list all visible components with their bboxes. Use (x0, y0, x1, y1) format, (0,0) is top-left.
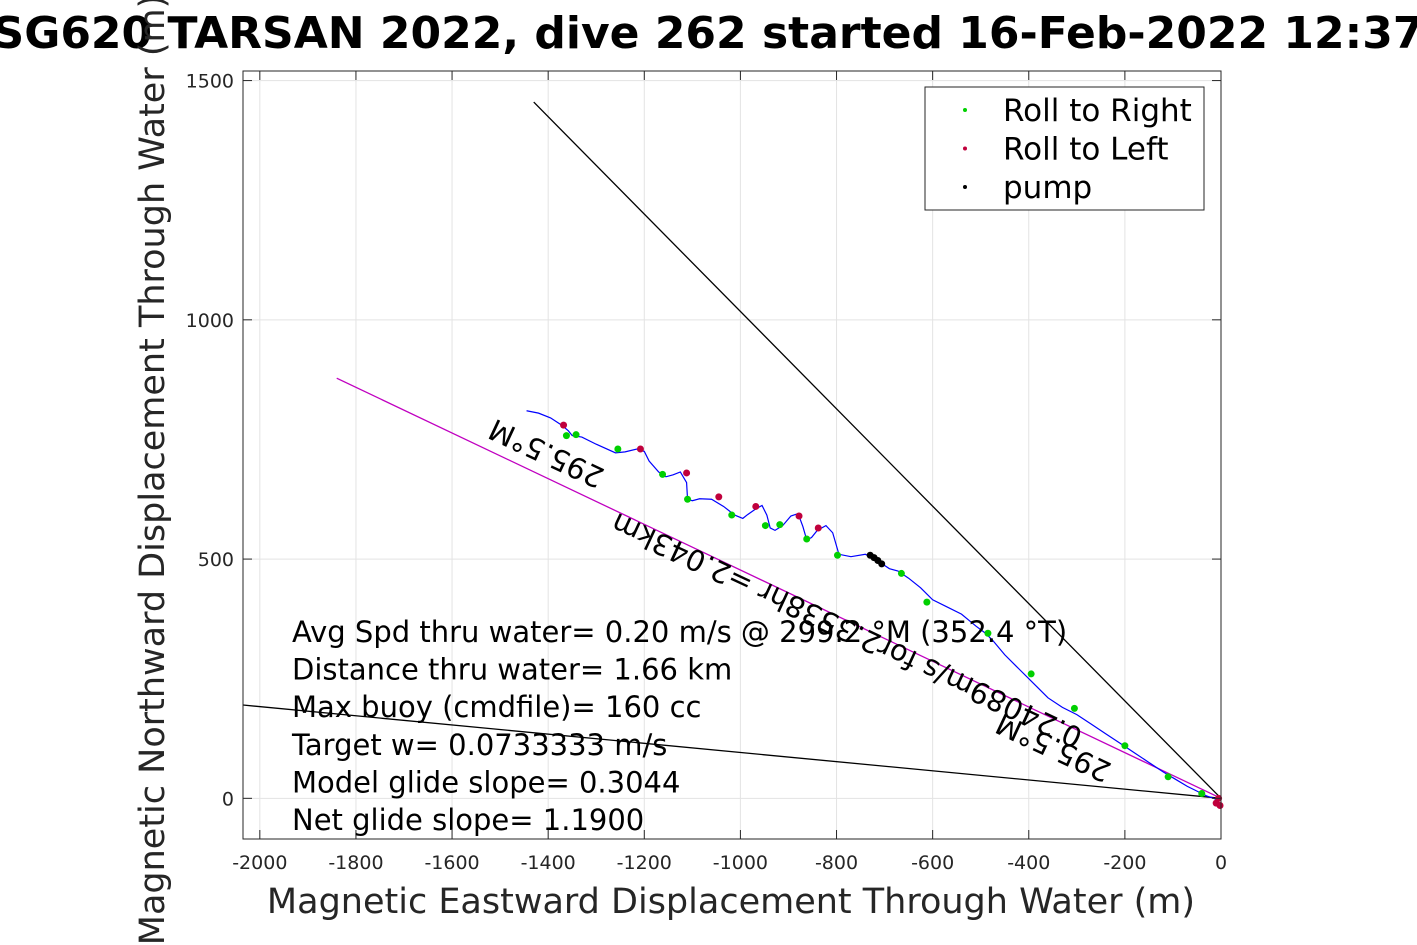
roll-right-marker (684, 495, 692, 503)
roll-right-marker (1027, 670, 1035, 678)
legend-label: Roll to Right (1003, 93, 1192, 129)
roll-right-marker (572, 431, 580, 439)
roll-left-marker (1216, 802, 1224, 810)
roll-left-marker (636, 445, 644, 453)
x-tick-label: -600 (911, 852, 954, 874)
roll-right-marker (659, 470, 667, 478)
roll-left-marker (814, 524, 822, 532)
x-axis-label: Magnetic Eastward Displacement Through W… (267, 882, 1195, 922)
y-tick-label: 1000 (186, 310, 234, 332)
y-tick-label: 1500 (186, 71, 234, 93)
roll-left-marker (560, 421, 568, 429)
x-tick-label: -1200 (617, 852, 672, 874)
x-tick-label: -1000 (713, 852, 768, 874)
legend-marker (963, 146, 967, 151)
track-line (526, 410, 1222, 802)
roll-left-marker (715, 493, 723, 501)
y-axis-label: Magnetic Northward Displacement Through … (133, 0, 173, 945)
roll-left-marker (683, 469, 691, 477)
x-tick-label: -200 (1103, 852, 1146, 874)
reference-line (336, 377, 1222, 799)
axes: -2000 -1800 -1600 -1400 -1200 -1000 -800 -600 -4… (186, 70, 1227, 874)
stat-line: Max buoy (cmdfile)= 160 cc (292, 690, 701, 724)
heading-annotation: 295.5°M (484, 412, 609, 495)
x-tick-label: -400 (1007, 852, 1050, 874)
stat-line: Target w= 0.0733333 m/s (291, 728, 667, 762)
roll-right-marker (803, 535, 811, 543)
chart-title: SG620 TARSAN 2022, dive 262 started 16-F… (0, 8, 1417, 59)
roll-right-marker (776, 521, 784, 529)
stat-line: Distance thru water= 1.66 km (292, 653, 732, 687)
track (526, 410, 1222, 802)
stat-line: Net glide slope= 1.1900 (292, 803, 644, 837)
roll-right-marker (923, 598, 931, 606)
stats-text: Avg Spd thru water= 0.20 m/s @ 299.2 °M … (291, 615, 1067, 837)
roll-right-marker (728, 511, 736, 519)
roll-right-marker (833, 551, 841, 559)
reference-line (533, 101, 1222, 799)
roll-left-marker (752, 502, 760, 510)
legend-marker (963, 108, 967, 112)
x-tick-label: -1400 (521, 852, 576, 874)
legend-label: pump (1003, 170, 1092, 206)
roll-right-marker (562, 432, 570, 440)
roll-right-marker (984, 629, 992, 637)
roll-right-marker (761, 522, 769, 530)
plot-frame (242, 70, 1222, 840)
legend-marker (963, 185, 967, 189)
markers (560, 421, 1224, 810)
reference-line (242, 704, 1222, 799)
x-tick-label: -800 (815, 852, 858, 874)
roll-left-marker (795, 512, 803, 520)
stat-line: Avg Spd thru water= 0.20 m/s @ 299.2 °M … (292, 615, 1067, 649)
roll-right-marker (614, 445, 622, 453)
reference-lines (242, 101, 1222, 799)
x-tick-label: 0 (1215, 852, 1227, 874)
x-tick-label: -2000 (232, 852, 287, 874)
legend-box (924, 86, 1205, 211)
roll-right-marker (1164, 773, 1172, 781)
roll-right-marker (897, 569, 905, 577)
y-tick-label: 500 (198, 549, 234, 571)
legend-label: Roll to Left (1003, 132, 1169, 168)
pump-marker (878, 560, 886, 568)
stat-line: Model glide slope= 0.3044 (292, 765, 680, 799)
y-tick-label: 0 (222, 788, 234, 810)
x-tick-label: -1800 (328, 852, 383, 874)
x-tick-label: -1600 (424, 852, 479, 874)
roll-right-marker (1198, 790, 1206, 798)
roll-right-marker (1121, 742, 1129, 750)
roll-right-marker (1070, 704, 1078, 712)
